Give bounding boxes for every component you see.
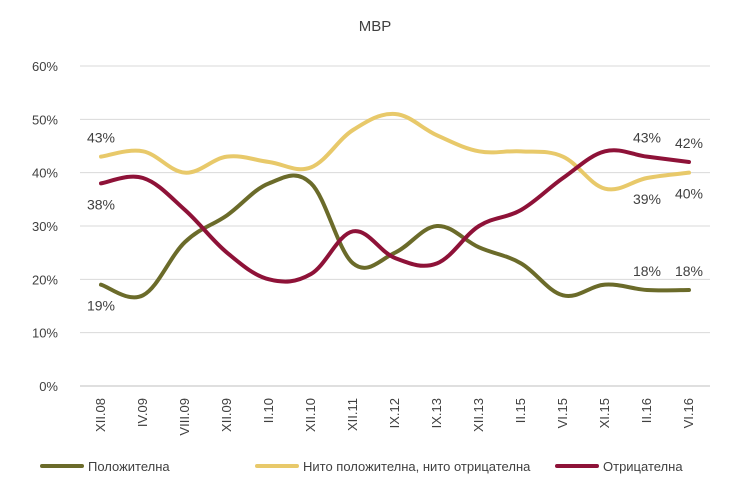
legend: Положителна Нито положителна, нито отрица… (40, 459, 683, 474)
y-tick-label: 50% (32, 112, 58, 127)
x-tick-label: XII.08 (93, 398, 108, 432)
x-axis-ticks: XII.08 IV.09 VIII.09 XII.09 II.10 XII.10 XII.1… (93, 398, 696, 436)
data-label: 19% (87, 298, 115, 314)
series-line-negative (99, 148, 691, 284)
y-tick-label: 20% (32, 272, 58, 287)
data-labels: 43% 38% 19% 43% 42% 39% 40% 18% 18% (87, 130, 703, 314)
x-tick-label: IX.12 (387, 398, 402, 428)
data-label: 38% (87, 196, 115, 212)
y-tick-label: 10% (32, 326, 58, 341)
data-label: 42% (675, 135, 703, 151)
data-label: 43% (633, 130, 661, 146)
series-line-neutral (99, 111, 691, 192)
series-lines (99, 111, 691, 300)
x-tick-label: XII.13 (471, 398, 486, 432)
x-tick-label: VIII.09 (177, 398, 192, 436)
x-tick-label: VI.15 (555, 398, 570, 428)
x-tick-label: XII.09 (219, 398, 234, 432)
data-label: 18% (675, 263, 703, 279)
x-tick-label: XI.15 (597, 398, 612, 428)
data-label: 43% (87, 130, 115, 146)
series-line-positive (99, 173, 691, 300)
x-tick-label: XII.10 (303, 398, 318, 432)
x-tick-label: II.16 (639, 398, 654, 423)
y-tick-label: 30% (32, 219, 58, 234)
y-tick-label: 60% (32, 59, 58, 74)
x-tick-label: IV.09 (135, 398, 150, 427)
x-tick-label: XII.11 (345, 398, 360, 431)
legend-label: Положителна (88, 459, 170, 474)
data-label: 40% (675, 186, 703, 202)
data-label: 39% (633, 191, 661, 207)
y-axis-ticks: 0% 10% 20% 30% 40% 50% 60% (32, 59, 58, 394)
chart-title: МВР (359, 18, 392, 35)
y-tick-label: 0% (39, 379, 58, 394)
x-tick-label: IX.13 (429, 398, 444, 428)
x-tick-label: II.10 (261, 398, 276, 423)
x-tick-label: II.15 (513, 398, 528, 423)
data-label: 18% (633, 263, 661, 279)
x-tick-label: VI.16 (681, 398, 696, 428)
legend-label: Нито положителна, нито отрицателна (303, 459, 531, 474)
legend-label: Отрицателна (603, 459, 683, 474)
y-tick-label: 40% (32, 166, 58, 181)
